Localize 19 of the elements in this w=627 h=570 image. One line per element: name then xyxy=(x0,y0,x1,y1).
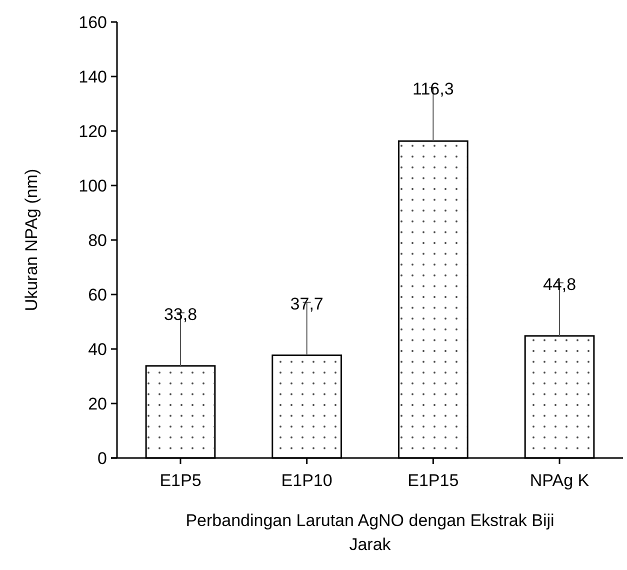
data-label: 37,7 xyxy=(290,294,324,314)
y-tick-label: 160 xyxy=(78,12,107,32)
x-tick-label: NPAg K xyxy=(530,471,590,490)
y-tick-label: 40 xyxy=(88,340,107,359)
x-tick-label: E1P5 xyxy=(160,471,202,490)
y-tick-label: 100 xyxy=(78,176,107,196)
data-label: 116,3 xyxy=(412,79,454,98)
x-tick-label: E1P10 xyxy=(281,471,332,490)
y-tick-label: 60 xyxy=(88,285,107,304)
x-tick-label: E1P15 xyxy=(408,471,459,490)
y-tick-label: 80 xyxy=(88,230,107,250)
data-label: 33,8 xyxy=(164,304,198,324)
y-axis-title: Ukuran NPAg (nm) xyxy=(22,168,41,312)
y-tick-label: 0 xyxy=(98,448,107,468)
y-tick-label: 20 xyxy=(88,394,107,414)
data-label: 44,8 xyxy=(542,274,576,294)
y-tick-label: 120 xyxy=(78,122,107,141)
y-tick-label: 140 xyxy=(78,67,107,86)
x-axis-title: Perbandingan Larutan AgNO dengan Ekstrak Biji Jarak xyxy=(186,511,554,554)
